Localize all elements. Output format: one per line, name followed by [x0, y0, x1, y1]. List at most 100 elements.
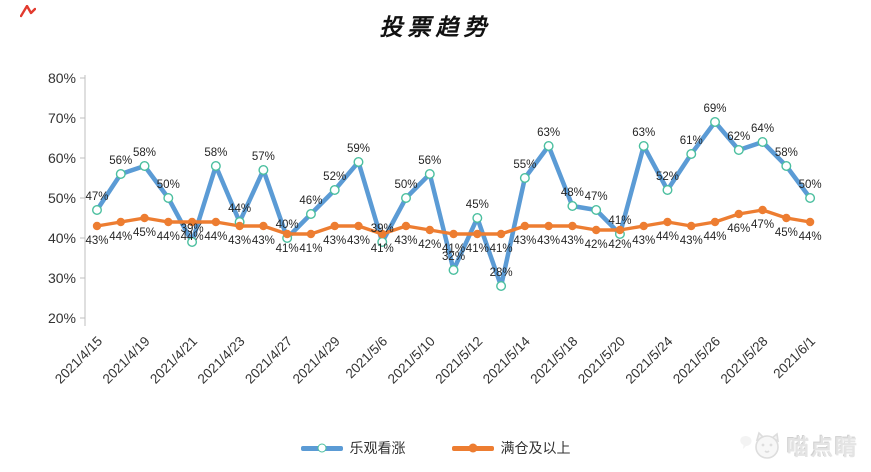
- data-label: 28%: [490, 267, 513, 279]
- data-label: 39%: [181, 223, 204, 235]
- data-label: 48%: [561, 187, 584, 199]
- x-tick-label: 2021/4/23: [195, 334, 248, 387]
- data-label: 50%: [394, 179, 417, 191]
- series-data-labels-满仓及以上: 43% 44% 45% 44% 44% 44% 43% 43%41% 41%43% 43%41%4…: [85, 219, 821, 255]
- data-label: 58%: [204, 147, 227, 159]
- x-tick-label: 2021/5/14: [480, 333, 533, 386]
- y-tick-label: 40%: [48, 230, 76, 246]
- chart-legend: 乐观看涨 满仓及以上: [0, 438, 871, 458]
- legend-line-open-circle-icon: [300, 443, 343, 453]
- data-label: 43%: [680, 235, 703, 247]
- red-corner-mark: [20, 5, 36, 18]
- data-label: 43%: [85, 235, 108, 247]
- data-label: 61%: [680, 135, 703, 147]
- data-label: 46%: [299, 195, 322, 207]
- data-label: 43%: [347, 235, 370, 247]
- data-label: 32%: [442, 251, 465, 263]
- x-tick-label: 2021/5/12: [432, 334, 485, 387]
- data-label: 42%: [608, 239, 631, 251]
- data-label: 56%: [109, 155, 132, 167]
- data-label: 43%: [632, 235, 655, 247]
- data-label: 59%: [347, 143, 370, 155]
- x-tick-label: 2021/5/28: [718, 334, 771, 387]
- data-label: 44%: [109, 231, 132, 243]
- data-label: 41%: [299, 243, 322, 255]
- x-tick-label: 2021/5/24: [623, 333, 676, 386]
- y-tick-label: 30%: [48, 270, 76, 286]
- legend-label: 乐观看涨: [349, 440, 406, 456]
- data-label: 44%: [799, 231, 822, 243]
- y-tick-label: 50%: [48, 190, 76, 206]
- data-label: 50%: [799, 179, 822, 191]
- data-label: 69%: [704, 103, 727, 115]
- data-label: 50%: [157, 179, 180, 191]
- data-label: 41%: [466, 243, 489, 255]
- data-label: 41%: [490, 243, 513, 255]
- y-tick-label: 70%: [48, 110, 76, 126]
- y-tick-label: 20%: [48, 310, 76, 326]
- data-label: 45%: [775, 227, 798, 239]
- x-tick-label: 2021/5/18: [527, 334, 580, 387]
- data-label: 44%: [656, 231, 679, 243]
- data-label: 42%: [585, 239, 608, 251]
- data-label: 41%: [371, 243, 394, 255]
- data-label: 44%: [157, 231, 180, 243]
- x-tick-label: 2021/5/10: [385, 334, 438, 387]
- data-label: 43%: [252, 235, 275, 247]
- x-tick-label: 2021/4/29: [290, 334, 343, 387]
- data-label: 43%: [537, 235, 560, 247]
- data-label: 47%: [85, 191, 108, 203]
- y-tick-label: 80%: [48, 70, 76, 86]
- data-label: 47%: [751, 219, 774, 231]
- data-label: 45%: [466, 199, 489, 211]
- data-label: 43%: [228, 235, 251, 247]
- watermark: 喵点睛: [739, 430, 859, 462]
- x-tick-label: 2021/4/21: [147, 334, 200, 387]
- data-label: 43%: [323, 235, 346, 247]
- data-label: 52%: [656, 171, 679, 183]
- data-label: 46%: [727, 223, 750, 235]
- data-label: 63%: [632, 127, 655, 139]
- legend-marker-dot: [468, 443, 477, 453]
- data-label: 44%: [228, 203, 251, 215]
- data-label: 41%: [608, 215, 631, 227]
- data-label: 42%: [418, 239, 441, 251]
- x-tick-label: 2021/5/26: [670, 334, 723, 387]
- data-label: 44%: [181, 231, 204, 243]
- x-axis: 2021/4/152021/4/192021/4/212021/4/232021…: [52, 333, 818, 386]
- legend-line-filled-circle-icon: [451, 443, 494, 453]
- x-tick-label: 2021/4/15: [52, 334, 105, 387]
- data-label: 58%: [133, 147, 156, 159]
- series-data-labels-乐观看涨: 47%56%58%50%39%58%44%57%40%46%52%59%39%5…: [85, 103, 821, 279]
- x-tick-label: 2021/4/19: [100, 334, 153, 387]
- data-label: 44%: [204, 231, 227, 243]
- watermark-text: 喵点睛: [786, 435, 859, 460]
- y-axis: 20% 30% 40% 50% 60% 70% 80%: [48, 70, 86, 326]
- data-label: 45%: [133, 227, 156, 239]
- data-label: 39%: [371, 223, 394, 235]
- data-label: 58%: [775, 147, 798, 159]
- x-tick-label: 2021/4/27: [242, 334, 295, 387]
- data-label: 40%: [276, 219, 299, 231]
- cat-face-icon: [740, 431, 779, 459]
- chart-title: 投票趋势: [379, 14, 492, 41]
- data-label: 62%: [727, 131, 750, 143]
- data-label: 41%: [442, 243, 465, 255]
- data-label: 63%: [537, 127, 560, 139]
- x-tick-label: 2021/5/20: [575, 334, 628, 387]
- data-label: 43%: [561, 235, 584, 247]
- data-label: 56%: [418, 155, 441, 167]
- series-markers-满仓及以上: [92, 205, 815, 239]
- legend-item-乐观看涨: 乐观看涨: [300, 438, 406, 458]
- legend-marker-dot: [317, 443, 326, 453]
- data-label: 43%: [394, 235, 417, 247]
- x-tick-label: 2021/5/6: [343, 334, 391, 382]
- data-label: 43%: [513, 235, 536, 247]
- data-label: 44%: [704, 231, 727, 243]
- data-label: 52%: [323, 171, 346, 183]
- data-label: 47%: [585, 191, 608, 203]
- data-label: 57%: [252, 151, 275, 163]
- data-label: 55%: [513, 159, 536, 171]
